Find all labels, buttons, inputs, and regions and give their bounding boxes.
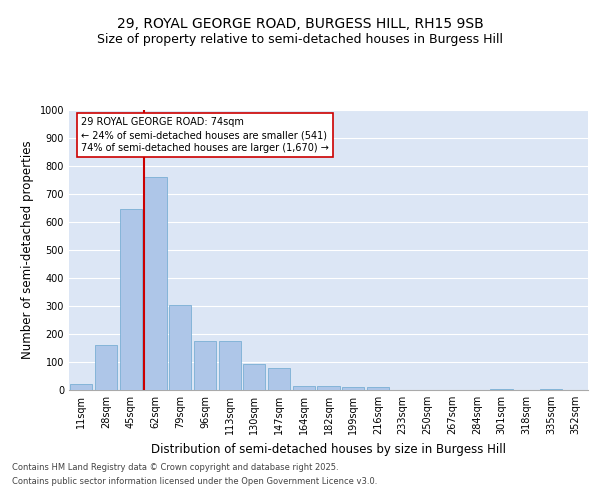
Text: 29, ROYAL GEORGE ROAD, BURGESS HILL, RH15 9SB: 29, ROYAL GEORGE ROAD, BURGESS HILL, RH1… <box>116 18 484 32</box>
Bar <box>540 388 562 390</box>
Bar <box>218 341 241 390</box>
Bar <box>70 384 92 390</box>
Bar <box>293 386 315 390</box>
Bar <box>194 341 216 390</box>
Bar <box>342 387 364 390</box>
Bar <box>95 345 117 390</box>
Bar <box>490 388 512 390</box>
Y-axis label: Number of semi-detached properties: Number of semi-detached properties <box>21 140 34 360</box>
Bar <box>317 386 340 390</box>
Text: Contains public sector information licensed under the Open Government Licence v3: Contains public sector information licen… <box>12 478 377 486</box>
Text: Contains HM Land Registry data © Crown copyright and database right 2025.: Contains HM Land Registry data © Crown c… <box>12 462 338 471</box>
Bar <box>243 364 265 390</box>
Text: Size of property relative to semi-detached houses in Burgess Hill: Size of property relative to semi-detach… <box>97 32 503 46</box>
Text: 29 ROYAL GEORGE ROAD: 74sqm
← 24% of semi-detached houses are smaller (541)
74% : 29 ROYAL GEORGE ROAD: 74sqm ← 24% of sem… <box>82 117 329 154</box>
Bar <box>119 210 142 390</box>
Bar <box>145 177 167 390</box>
X-axis label: Distribution of semi-detached houses by size in Burgess Hill: Distribution of semi-detached houses by … <box>151 442 506 456</box>
Bar <box>169 304 191 390</box>
Bar <box>268 368 290 390</box>
Bar <box>367 387 389 390</box>
